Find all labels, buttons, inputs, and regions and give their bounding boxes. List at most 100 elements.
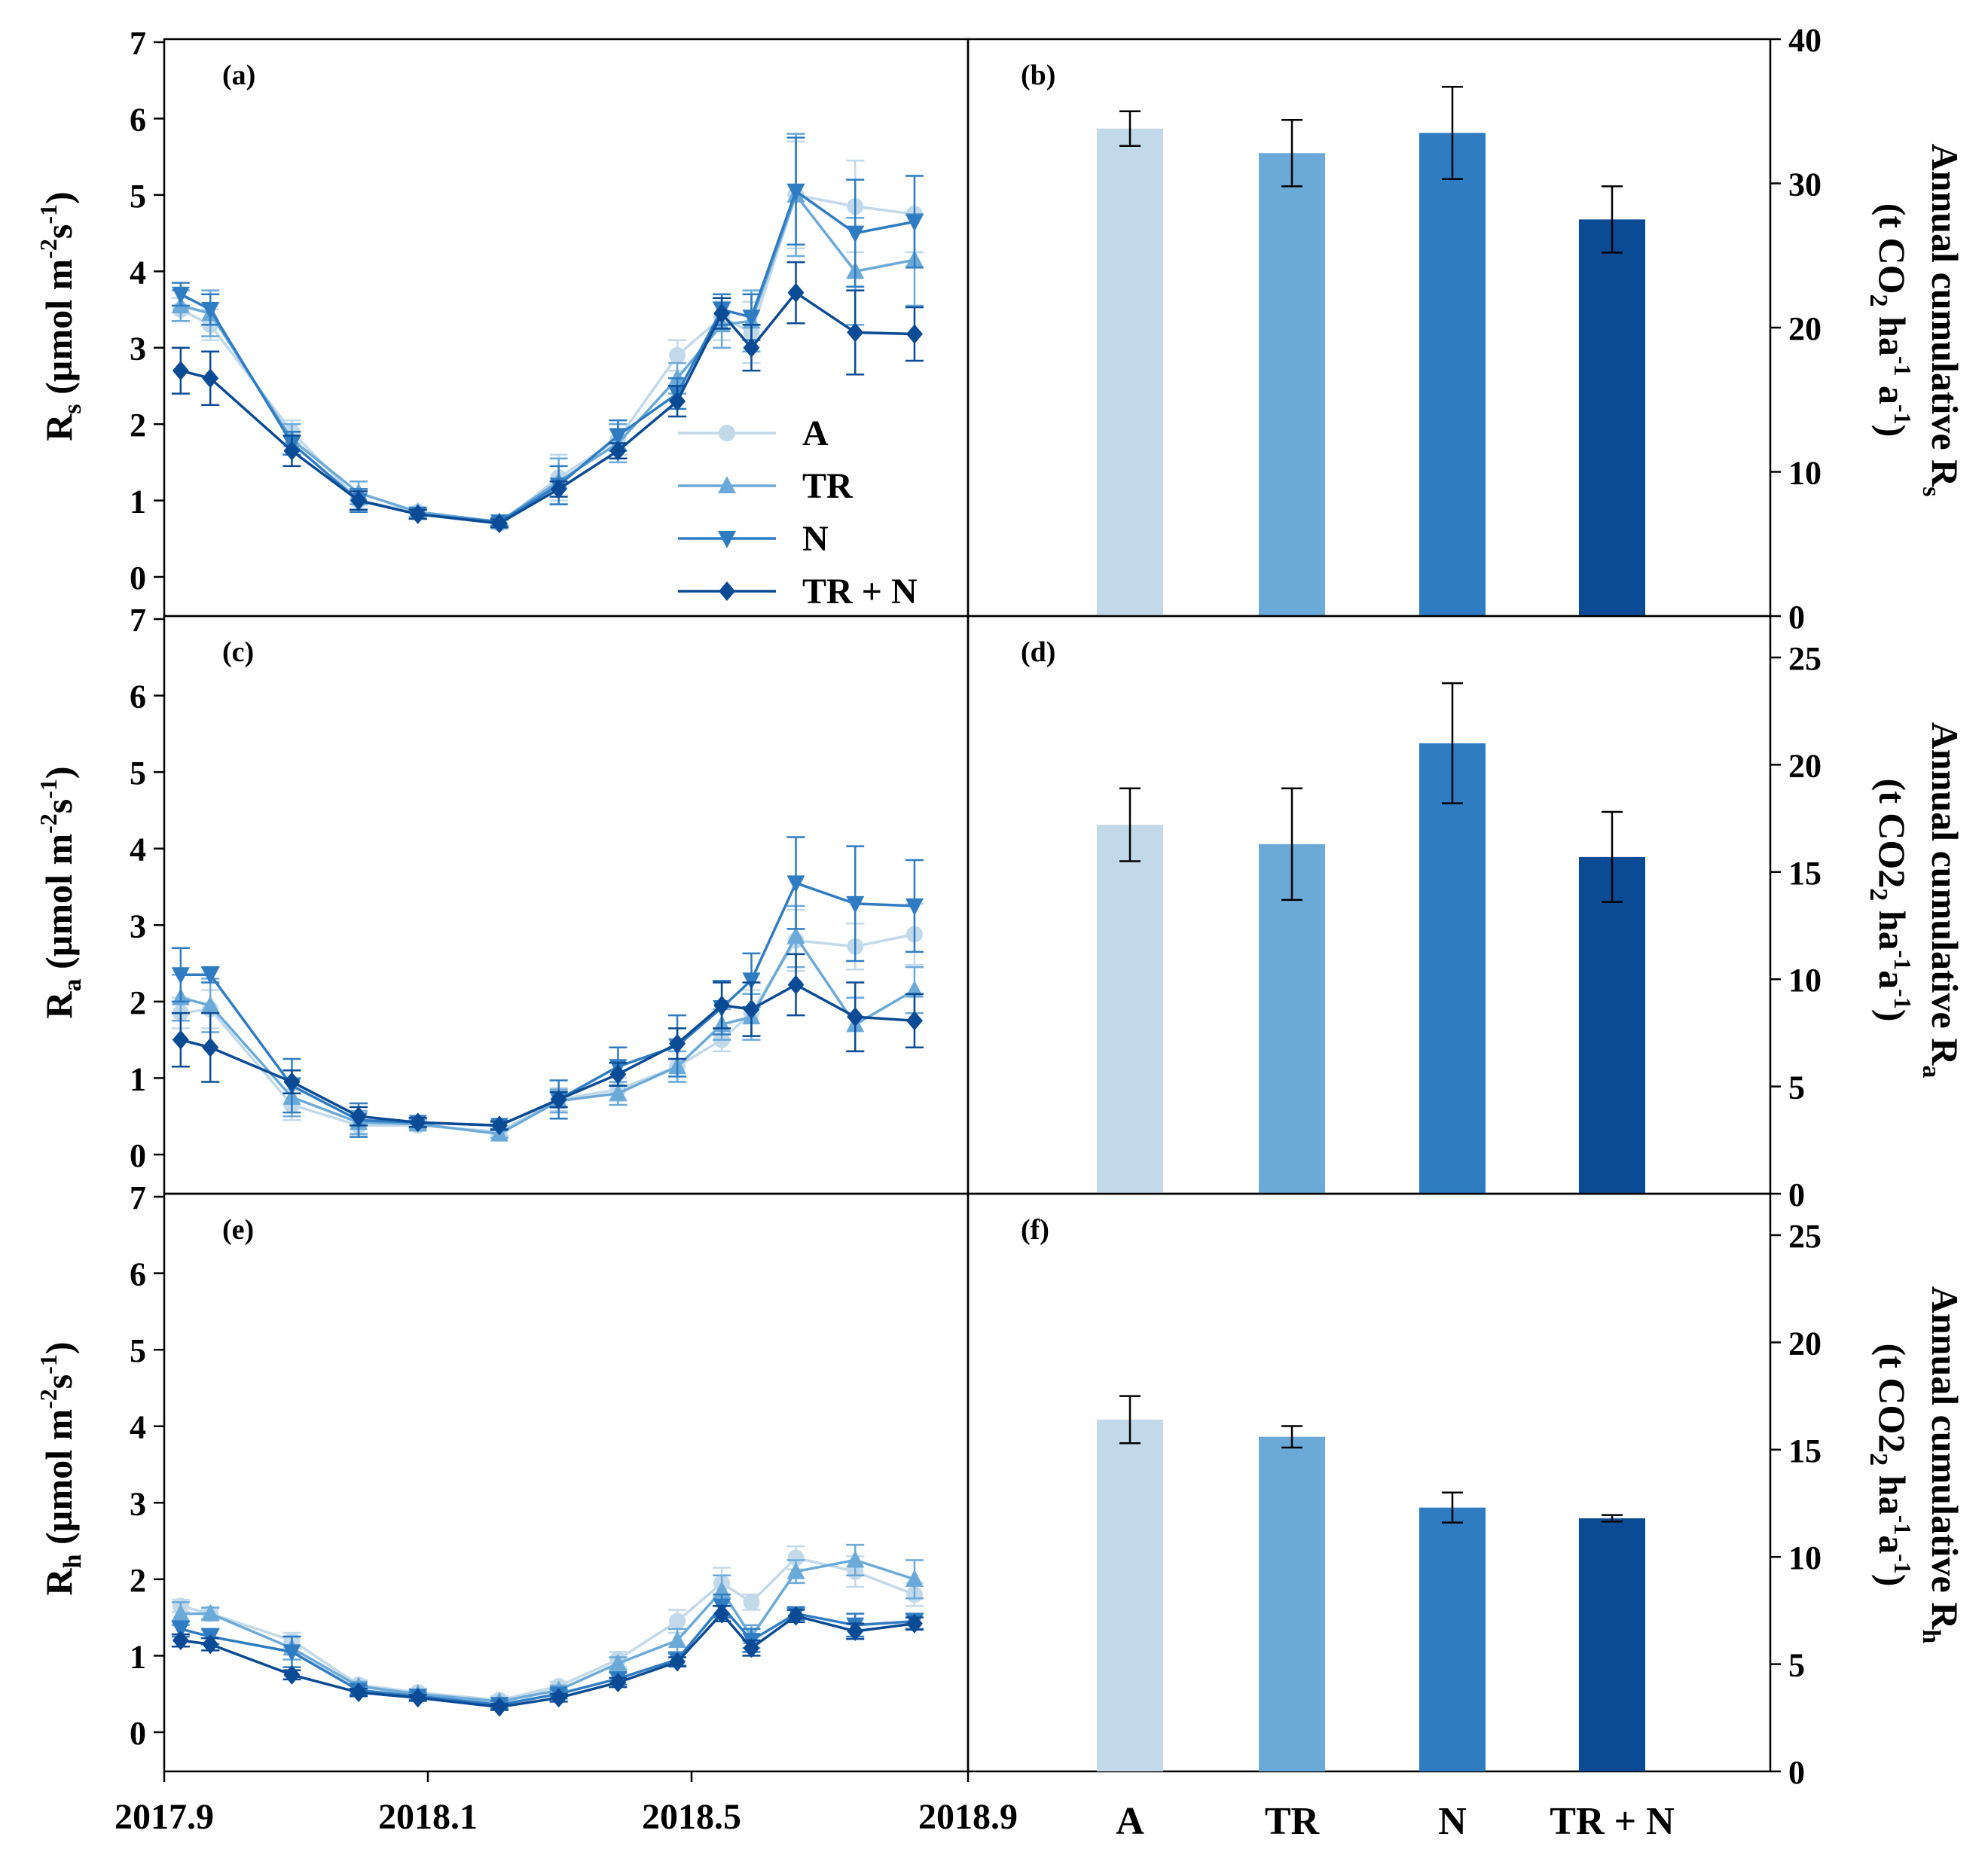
data-point	[350, 490, 367, 511]
data-point	[609, 1653, 628, 1671]
data-point	[846, 225, 865, 243]
legend-label: TR	[802, 466, 854, 506]
data-point	[171, 286, 190, 304]
y-tick-label: 5	[130, 755, 146, 792]
data-point	[713, 1603, 731, 1624]
right-label-f-line2-c: a	[1871, 1535, 1913, 1554]
data-point	[282, 1644, 301, 1662]
y-tick-label: 5	[1788, 1647, 1805, 1684]
y-tick-label: 0	[130, 1137, 146, 1174]
y-label-e-unit-mid: s	[38, 1374, 80, 1389]
svg-text:Annual cumulative Rh: Annual cumulative Rh	[1917, 1286, 1966, 1644]
line-panel-a: 0 1 2 3 4 5 6 7 (a) A TR N TR + N	[130, 25, 970, 618]
series-TR	[171, 1543, 924, 1710]
data-point	[350, 1106, 367, 1127]
x-tick-label: 2018.1	[378, 1797, 478, 1837]
data-point	[847, 322, 864, 343]
legend-label: TR + N	[802, 572, 918, 612]
svg-text:Rs (µmol m-2s-1): Rs (µmol m-2s-1)	[35, 191, 87, 441]
data-point	[713, 304, 731, 324]
y-tick-label: 2	[130, 984, 146, 1021]
data-point	[905, 1569, 924, 1587]
y-tick-label: 0	[1788, 1176, 1805, 1213]
bar-TRN	[1579, 856, 1645, 1194]
series-A	[171, 1545, 924, 1709]
data-point	[283, 1072, 301, 1092]
y-tick-label: 3	[130, 331, 146, 368]
legend: A TR N TR + N	[678, 413, 918, 612]
y-tick-label: 5	[1788, 1069, 1805, 1106]
y-label-a-sub: s	[59, 404, 87, 413]
svg-text:(t CO22 ha-1a-1): (t CO22 ha-1a-1)	[1864, 778, 1916, 1021]
y-label-e-unit-exp2: -1	[35, 1354, 62, 1374]
right-label-f-line2-a: (t CO2	[1871, 1343, 1913, 1453]
svg-text:Rh (µmol m-2s-1): Rh (µmol m-2s-1)	[35, 1341, 87, 1595]
y-tick-label: 1	[130, 1638, 146, 1675]
data-point	[669, 391, 686, 411]
data-point	[713, 995, 731, 1015]
y-tick-label: 2	[130, 1562, 146, 1599]
data-point	[786, 1561, 805, 1579]
right-label-b-line1-sub: s	[1917, 487, 1945, 496]
y-tick-label: 1	[130, 1060, 146, 1097]
right-label-d-line2-b: ha	[1871, 901, 1913, 950]
x-tick-label: 2017.9	[115, 1797, 214, 1837]
data-point	[202, 1037, 219, 1057]
data-point	[847, 1621, 864, 1641]
bar-TR	[1259, 153, 1325, 616]
data-point	[609, 1064, 627, 1085]
data-point	[787, 282, 805, 303]
x-category-label: A	[1116, 1800, 1144, 1843]
y-tick-label: 20	[1788, 1325, 1822, 1362]
bar-N	[1419, 1507, 1486, 1771]
data-point	[787, 1549, 805, 1567]
data-point	[846, 1550, 865, 1568]
right-label-f-line1-sub: h	[1917, 1629, 1945, 1643]
y-tick-label: 25	[1788, 640, 1822, 677]
y-tick-label: 3	[130, 1485, 146, 1522]
right-label-d-line2-exp1: -1	[1889, 950, 1916, 971]
bar-A	[1097, 1419, 1163, 1771]
series-TRN	[171, 261, 924, 533]
series-line	[180, 189, 915, 523]
bar-TR	[1259, 1436, 1325, 1771]
panel-label: (e)	[222, 1214, 254, 1246]
right-label-d-line1: Annual cumulative R	[1924, 722, 1966, 1066]
series-line	[180, 983, 915, 1127]
data-point	[202, 1634, 219, 1655]
y-label-a-unit-mid: s	[38, 224, 80, 239]
y-label-a-unit-close: )	[38, 191, 80, 204]
panel-frame	[967, 1192, 1772, 1773]
svg-text:(t CO22 ha-1a-1): (t CO22 ha-1a-1)	[1864, 1343, 1916, 1586]
bar-N	[1419, 743, 1486, 1194]
svg-text:Annual cumulative Rs: Annual cumulative Rs	[1917, 144, 1966, 497]
right-label-d-line2-a: (t CO2	[1871, 778, 1913, 888]
y-tick-label: 20	[1788, 310, 1822, 347]
y-label-e: Rh (µmol m-2s-1)	[35, 1341, 87, 1595]
y-label-c-unit-mid: s	[38, 799, 80, 813]
right-label-f-line2-d: )	[1871, 1574, 1913, 1587]
y-label-e-unit-close: )	[38, 1341, 80, 1354]
legend-label: A	[802, 413, 829, 453]
data-point	[350, 1683, 367, 1703]
data-point	[742, 972, 761, 990]
y-tick-label: 15	[1788, 1432, 1822, 1469]
legend-marker	[718, 531, 736, 548]
y-tick-label: 6	[130, 1256, 146, 1293]
y-tick-label: 15	[1788, 855, 1822, 892]
data-point	[490, 514, 508, 533]
right-label-b-line2-a: (t CO	[1871, 203, 1913, 294]
right-label-b-line2-d: )	[1871, 425, 1913, 438]
y-tick-label: 0	[1788, 1754, 1805, 1791]
y-label-e-main: R	[38, 1568, 80, 1596]
data-point	[743, 999, 760, 1020]
y-label-c-unit-open: (µmol m	[38, 834, 80, 969]
y-label-c-main: R	[38, 991, 80, 1019]
data-point	[201, 1603, 220, 1622]
y-tick-label: 0	[1788, 599, 1805, 636]
y-tick-label: 10	[1788, 1539, 1822, 1576]
data-point	[171, 1621, 190, 1639]
data-point	[409, 504, 426, 524]
data-point	[201, 302, 220, 319]
y-label-c: Ra (µmol m-2s-1)	[35, 766, 87, 1018]
